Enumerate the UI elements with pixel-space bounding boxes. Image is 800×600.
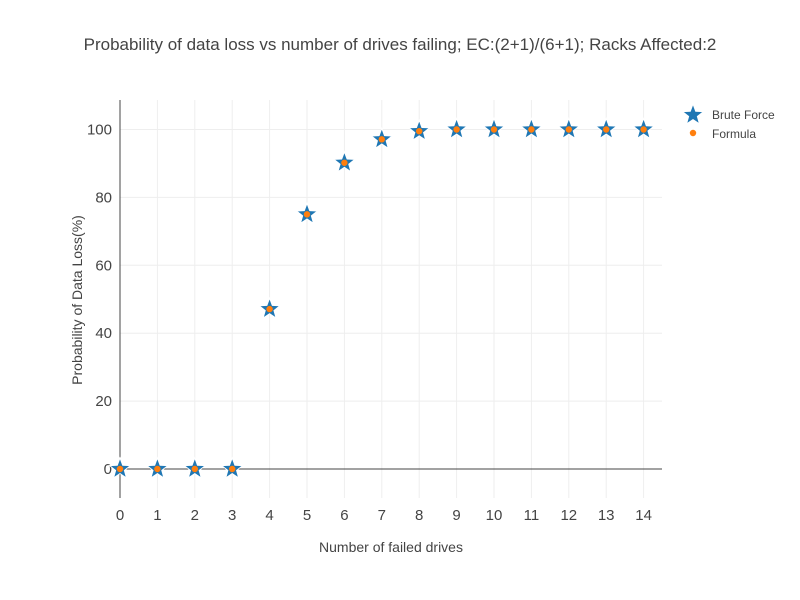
formula-point[interactable] (640, 126, 647, 133)
formula-point[interactable] (603, 126, 610, 133)
x-tick-label: 13 (598, 507, 615, 524)
legend[interactable]: Brute Force Formula (681, 102, 775, 141)
grid (120, 100, 662, 498)
legend-item-brute-force[interactable]: Brute Force (681, 102, 775, 126)
y-tick-label: 0 (104, 461, 112, 478)
star-icon (681, 102, 705, 126)
formula-point[interactable] (229, 465, 236, 473)
y-tick-label: 40 (95, 325, 112, 342)
x-tick-label: 1 (153, 507, 161, 524)
x-tick-label: 14 (635, 507, 652, 524)
y-tick-label: 100 (87, 122, 112, 139)
x-tick-label: 3 (228, 507, 236, 524)
formula-point[interactable] (191, 465, 198, 473)
plot-area (108, 117, 656, 480)
x-tick-label: 6 (340, 507, 348, 524)
y-tick-label: 20 (95, 393, 112, 410)
y-tick-label: 80 (95, 189, 112, 206)
formula-point[interactable] (453, 126, 460, 133)
x-axis-title: Number of failed drives (319, 539, 463, 555)
x-tick-label: 9 (452, 507, 460, 524)
x-tick-label: 4 (265, 507, 273, 524)
series-formula (116, 126, 647, 473)
circle-icon (689, 129, 697, 137)
y-axis-title: Probability of Data Loss(%) (69, 215, 85, 385)
formula-point[interactable] (341, 159, 348, 166)
legend-label: Formula (712, 127, 756, 141)
legend-item-formula[interactable]: Formula (689, 127, 757, 141)
formula-point[interactable] (565, 126, 572, 133)
x-tick-label: 7 (378, 507, 386, 524)
formula-point[interactable] (154, 465, 161, 473)
x-tick-label: 0 (116, 507, 124, 524)
formula-point[interactable] (416, 127, 423, 135)
formula-point[interactable] (528, 126, 535, 133)
x-tick-label: 10 (486, 507, 503, 524)
legend-label: Brute Force (712, 108, 775, 122)
chart-title: Probability of data loss vs number of dr… (84, 35, 717, 54)
x-tick-label: 8 (415, 507, 423, 524)
x-tick-label: 12 (560, 507, 577, 524)
formula-point[interactable] (116, 465, 124, 473)
formula-point[interactable] (378, 136, 385, 143)
x-tick-label: 11 (524, 507, 540, 524)
x-tick-label: 5 (303, 507, 311, 524)
formula-point[interactable] (303, 211, 311, 218)
x-tick-label: 2 (191, 507, 199, 524)
y-tick-label: 60 (95, 257, 112, 274)
formula-point[interactable] (266, 305, 273, 313)
formula-point[interactable] (490, 126, 498, 133)
